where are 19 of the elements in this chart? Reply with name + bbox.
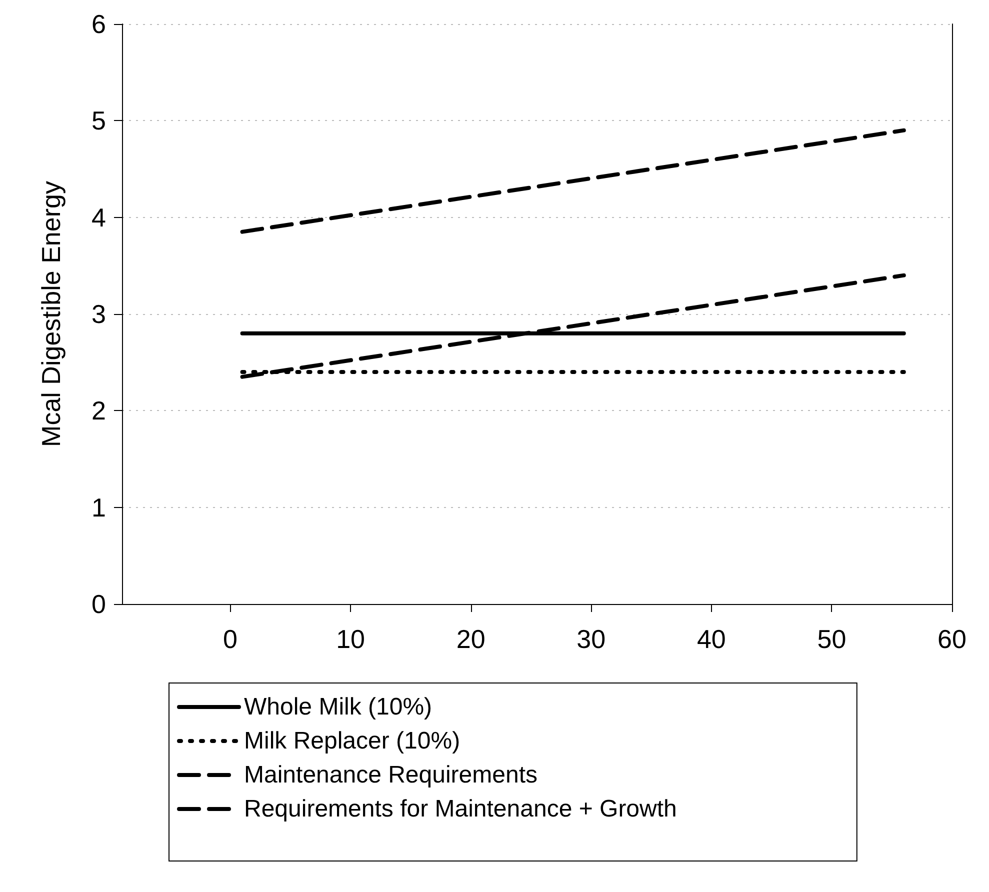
y-axis-title: Mcal Digestible Energy: [36, 181, 66, 447]
legend-label: Maintenance Requirements: [244, 762, 538, 788]
y-tick-label: 2: [92, 396, 106, 426]
y-tick-label: 0: [92, 589, 106, 619]
x-tick-label: 20: [456, 624, 486, 654]
x-tick-label: 0: [223, 624, 238, 654]
x-tick-label: 40: [696, 624, 726, 654]
legend-label: Milk Replacer (10%): [244, 728, 460, 754]
y-tick-label: 5: [92, 106, 106, 136]
y-tick-label: 3: [92, 299, 106, 329]
legend-label: Whole Milk (10%): [244, 694, 432, 720]
y-tick-label: 4: [92, 202, 106, 232]
x-tick-label: 50: [817, 624, 846, 654]
y-tick-label: 6: [92, 9, 106, 39]
x-tick-label: 30: [576, 624, 606, 654]
x-tick-label: 60: [938, 624, 966, 654]
x-tick-label: 10: [336, 624, 366, 654]
y-tick-label: 1: [92, 492, 106, 522]
legend-label: Requirements for Maintenance + Growth: [244, 796, 677, 822]
